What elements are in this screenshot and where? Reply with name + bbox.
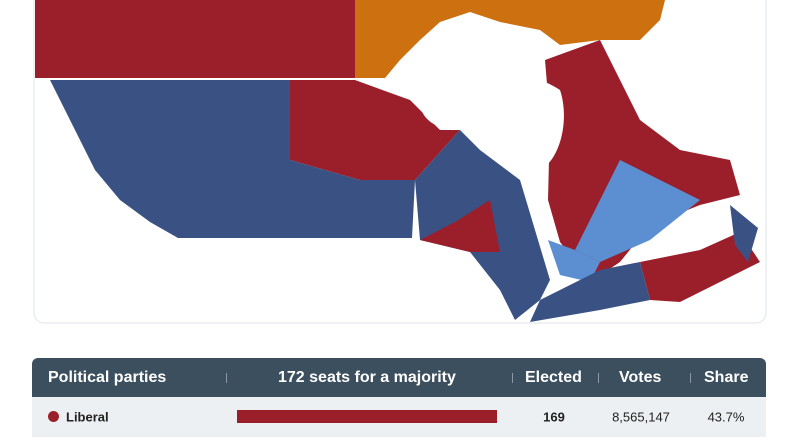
region <box>730 205 758 262</box>
region <box>420 200 500 252</box>
header-elected: Elected <box>525 368 582 386</box>
region <box>530 262 650 322</box>
region <box>575 160 700 262</box>
region <box>50 80 290 238</box>
seat-bar <box>237 410 498 423</box>
region <box>35 0 355 78</box>
majority-number: 172 <box>278 368 305 386</box>
region <box>290 80 460 180</box>
share: 43.7% <box>707 409 745 425</box>
header-party: Political parties <box>48 368 167 386</box>
region <box>290 160 415 238</box>
seats: 169 <box>543 409 565 425</box>
map <box>33 0 767 324</box>
party-dot <box>48 411 59 422</box>
table-row: Liberal 169 8,565,147 43.7% <box>32 397 766 437</box>
divider <box>598 373 599 383</box>
party-name: Liberal <box>66 409 109 425</box>
region <box>548 240 600 282</box>
majority-text: seats for a majority <box>309 368 456 386</box>
votes: 8,565,147 <box>612 409 670 425</box>
seat-track <box>237 410 502 423</box>
region <box>355 0 665 78</box>
hudson-bay <box>420 69 564 170</box>
header-share: Share <box>704 368 749 386</box>
divider <box>690 373 691 383</box>
divider <box>226 373 227 383</box>
divider <box>512 373 513 383</box>
table-header: Political parties 172 seats for a majori… <box>32 358 766 397</box>
header-majority: 172 seats for a majority <box>278 369 456 387</box>
region <box>640 232 760 302</box>
header-votes: Votes <box>619 368 662 386</box>
